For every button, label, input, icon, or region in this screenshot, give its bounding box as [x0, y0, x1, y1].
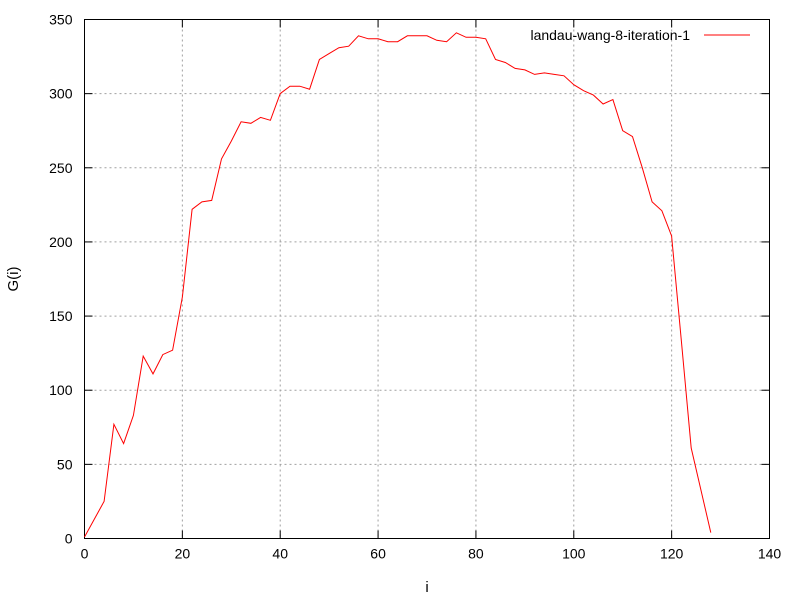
y-tick-label: 200: [49, 234, 73, 250]
grid-lines: [84, 19, 770, 539]
series-line: [84, 32, 712, 538]
x-tick-label: 60: [370, 546, 386, 562]
x-tick-label: 40: [272, 546, 288, 562]
legend: landau-wang-8-iteration-1: [530, 27, 750, 43]
x-tick-label: 120: [660, 546, 684, 562]
y-tick-label: 0: [65, 531, 73, 547]
plot-frame: [84, 19, 770, 539]
y-axis-label: G(i): [5, 267, 22, 292]
y-tick-label: 350: [49, 12, 73, 28]
y-tick-label: 250: [49, 160, 73, 176]
x-tick-label: 140: [758, 546, 782, 562]
x-tick-label: 20: [175, 546, 191, 562]
y-tick-label: 50: [57, 456, 73, 472]
x-tick-label: 100: [562, 546, 586, 562]
y-tick-label: 300: [49, 86, 73, 102]
axis-ticks: 0 20 40 60 80 100 120 140 0 50 100 150 200 250 300 350: [49, 12, 781, 562]
x-axis-label: i: [425, 579, 428, 596]
series-group: [84, 32, 712, 538]
y-tick-label: 150: [49, 308, 73, 324]
x-tick-label: 0: [81, 546, 89, 562]
legend-label: landau-wang-8-iteration-1: [530, 27, 690, 43]
x-tick-label: 80: [468, 546, 484, 562]
y-tick-label: 100: [49, 382, 73, 398]
